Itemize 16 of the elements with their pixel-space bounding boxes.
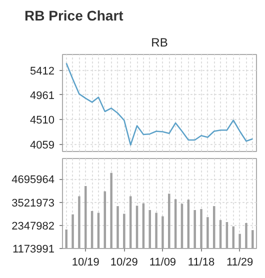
x-tick-label: 11/29 [226,256,254,268]
x-tick-label: 11/09 [149,256,176,268]
x-tick-label: 11/18 [188,256,215,268]
y-tick-label: 3521973 [12,197,55,210]
chart-title: RB Price Chart [24,8,124,24]
y-tick-label: 4059 [30,139,55,152]
y-tick-label: 4510 [30,114,55,127]
x-tick-label: 10/29 [110,256,138,268]
line-series [66,62,254,146]
y-tick-label: 4961 [30,90,55,102]
y-tick-label: 5412 [30,65,55,78]
y-tick-label: 4695964 [12,174,55,186]
y-tick-label: 2347982 [12,220,55,232]
x-tick-label: 10/19 [72,256,100,268]
y-tick-label: 1173991 [12,244,55,256]
chart-subtitle: RB [151,36,168,50]
